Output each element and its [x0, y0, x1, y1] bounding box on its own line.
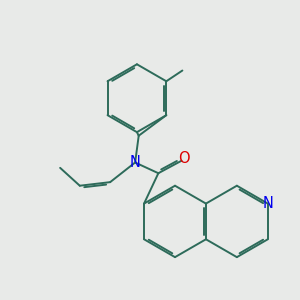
Text: O: O [178, 152, 190, 166]
Text: N: N [130, 155, 141, 170]
Text: N: N [262, 196, 273, 211]
